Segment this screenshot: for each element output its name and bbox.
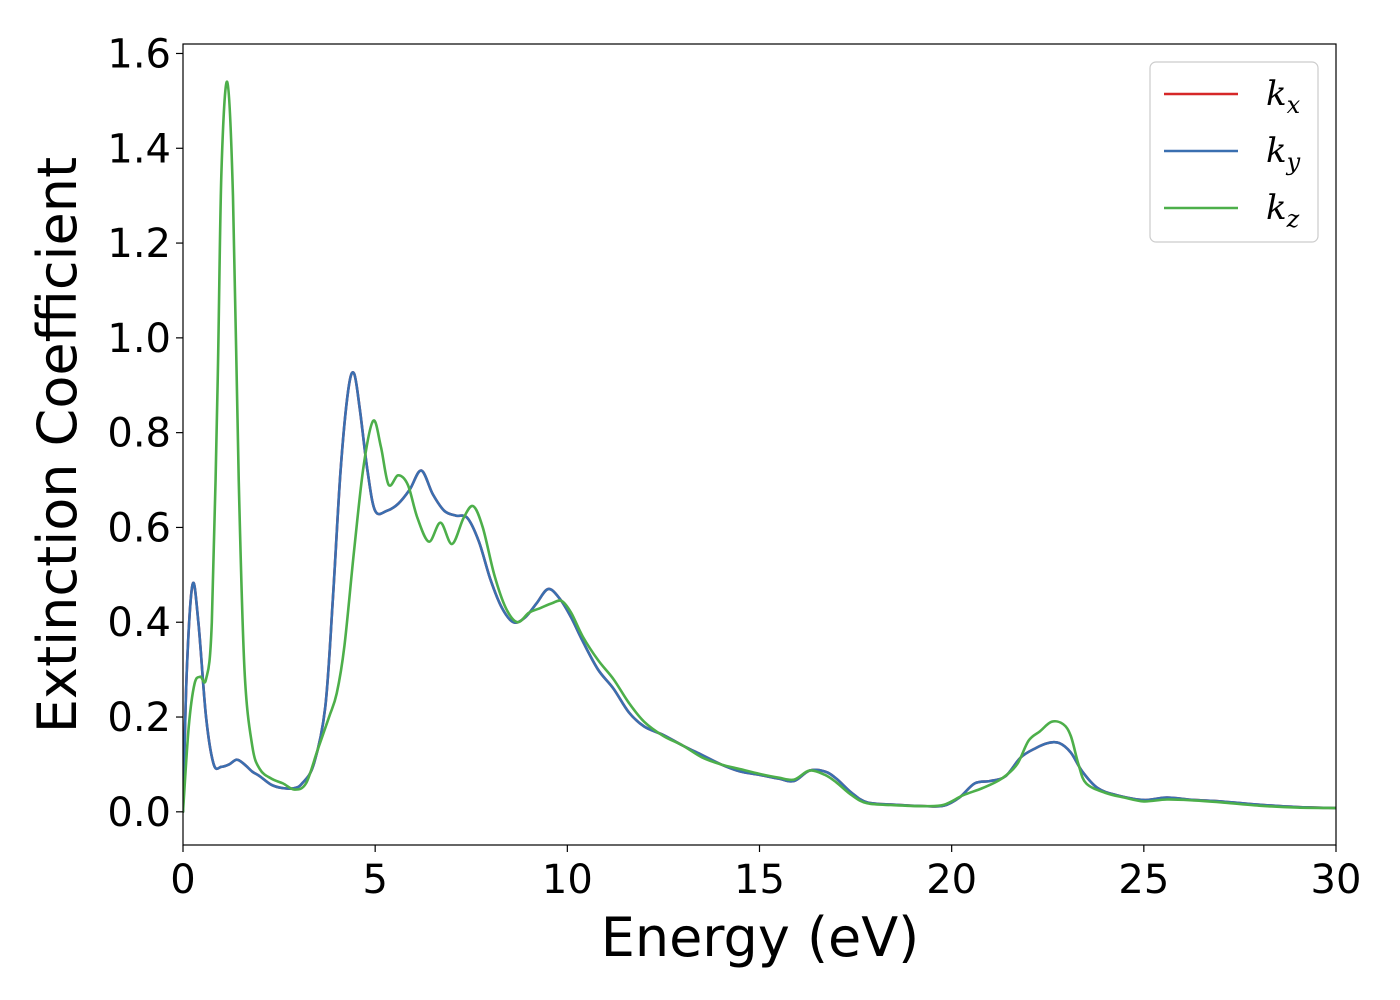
y-tick-label: 0.4	[107, 600, 171, 646]
y-tick-label: 0.8	[107, 411, 171, 457]
legend: kx ky kz	[1149, 61, 1319, 243]
series-line-x	[183, 371, 1336, 814]
x-tick-label: 0	[170, 857, 195, 903]
x-tick-label: 20	[926, 857, 977, 903]
y-tick-label: 1.6	[107, 31, 171, 77]
y-tick-label: 0.0	[107, 790, 171, 836]
y-axis-label: Extinction Coefficient	[26, 157, 89, 733]
series-line-z	[183, 80, 1336, 814]
series-layer	[183, 80, 1336, 814]
legend-label-x: kx	[1266, 74, 1301, 119]
x-tick-label: 10	[542, 857, 593, 903]
x-tick-label: 5	[362, 857, 387, 903]
y-tick-label: 1.4	[107, 126, 171, 172]
x-axis: 0 5 10 15 20 25 30	[170, 845, 1361, 903]
x-axis-label: Energy (eV)	[601, 906, 920, 969]
y-tick-label: 1.0	[107, 316, 171, 362]
x-tick-label: 30	[1311, 857, 1362, 903]
x-tick-label: 15	[734, 857, 785, 903]
x-tick-label: 25	[1118, 857, 1169, 903]
legend-label-y: ky	[1266, 131, 1301, 176]
legend-label-z: kz	[1266, 188, 1300, 233]
y-tick-label: 0.2	[107, 695, 171, 741]
series-line-y	[183, 371, 1336, 814]
y-axis: 0.0 0.2 0.4 0.6 0.8 1.0 1.2 1.4 1.6	[107, 31, 183, 836]
y-tick-label: 0.6	[107, 505, 171, 551]
y-tick-label: 1.2	[107, 221, 171, 267]
